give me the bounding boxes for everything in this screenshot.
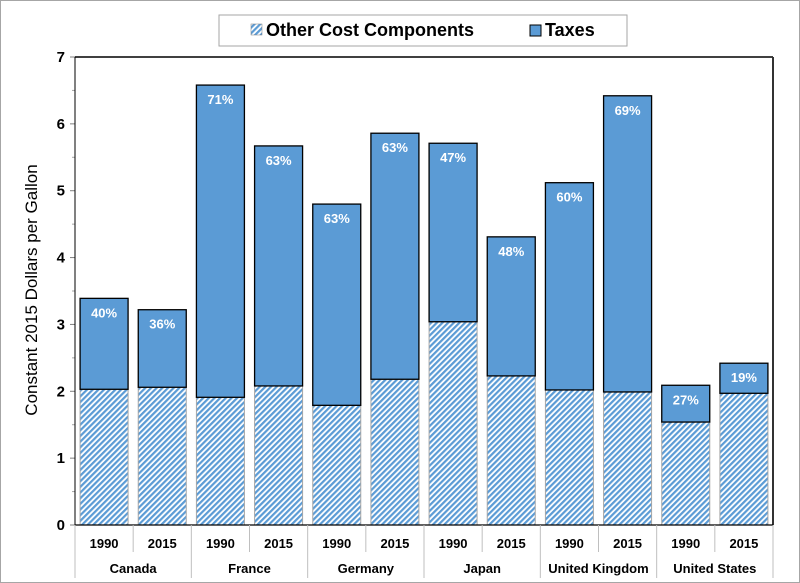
y-tick-label: 5 xyxy=(57,183,65,200)
bar-taxes xyxy=(661,384,711,423)
bar-other-cost xyxy=(661,421,711,526)
data-label: 19% xyxy=(731,370,757,385)
legend-label-other-cost: Other Cost Components xyxy=(266,20,474,40)
bar-other-cost xyxy=(370,378,420,526)
bar-taxes xyxy=(253,145,304,387)
y-tick-label: 3 xyxy=(57,316,65,333)
x-group-label: Japan xyxy=(463,561,501,576)
bar-other-cost xyxy=(312,404,362,526)
bar-other-cost xyxy=(254,385,304,526)
bar-other-cost xyxy=(603,391,653,526)
bar-other-cost xyxy=(486,375,536,526)
y-tick-label: 0 xyxy=(57,517,65,534)
x-year-label: 1990 xyxy=(90,536,119,551)
data-label: 48% xyxy=(498,244,524,259)
bar-taxes xyxy=(486,236,536,377)
x-year-label: 1990 xyxy=(671,536,700,551)
y-tick-label: 2 xyxy=(57,383,65,400)
y-tick-label: 7 xyxy=(57,49,65,66)
y-tick-label: 4 xyxy=(57,250,66,267)
plot-border xyxy=(74,56,774,525)
x-year-label: 1990 xyxy=(439,536,468,551)
bar-taxes xyxy=(428,142,478,323)
data-label: 63% xyxy=(382,140,408,155)
y-tick-label: 1 xyxy=(57,450,65,467)
bar-other-cost xyxy=(195,396,245,526)
bars: 40% 36% 71% 63% 63% 63% 47% 48% 60% 69% 27% 19% xyxy=(79,84,769,526)
data-label: 71% xyxy=(207,92,233,107)
x-year-label: 2015 xyxy=(613,536,642,551)
legend-box xyxy=(218,14,628,47)
bar-taxes xyxy=(137,309,187,388)
x-year-label: 1990 xyxy=(555,536,584,551)
y-axis: 0 1 2 3 4 5 6 7 xyxy=(57,49,75,534)
bar-taxes xyxy=(195,84,246,398)
bar-taxes xyxy=(602,95,653,393)
x-year-label: 2015 xyxy=(497,536,526,551)
x-year-label: 2015 xyxy=(264,536,293,551)
x-year-label: 2015 xyxy=(380,536,409,551)
x-group-label: Canada xyxy=(110,561,158,576)
x-group-label: France xyxy=(228,561,271,576)
x-year-label: 2015 xyxy=(148,536,177,551)
legend-swatch-taxes xyxy=(529,24,542,37)
bar-other-cost xyxy=(544,389,594,526)
data-label: 36% xyxy=(149,317,175,332)
bar-other-cost xyxy=(79,388,129,526)
data-label: 47% xyxy=(440,150,466,165)
y-axis-label: Constant 2015 Dollars per Gallon xyxy=(22,164,41,415)
x-year-label: 1990 xyxy=(206,536,235,551)
data-label: 63% xyxy=(324,211,350,226)
data-label: 69% xyxy=(615,103,641,118)
y-tick-label: 6 xyxy=(57,116,65,133)
bar-other-cost xyxy=(428,321,478,526)
bar-taxes xyxy=(312,203,362,406)
bar-taxes xyxy=(370,132,420,380)
data-label: 63% xyxy=(266,153,292,168)
x-axis: 1990 2015 1990 2015 1990 2015 1990 2015 1990 2015… xyxy=(74,524,774,578)
x-group-label: United States xyxy=(673,561,756,576)
x-group-label: Germany xyxy=(338,561,395,576)
data-label: 27% xyxy=(673,392,699,407)
data-label: 40% xyxy=(91,305,117,320)
bar-other-cost xyxy=(719,392,769,526)
legend-label-taxes: Taxes xyxy=(545,20,595,40)
bar-taxes xyxy=(544,182,595,391)
x-group-label: United Kingdom xyxy=(548,561,648,576)
bar-taxes xyxy=(719,362,769,394)
x-year-label: 1990 xyxy=(322,536,351,551)
data-label: 60% xyxy=(556,190,582,205)
bar-other-cost xyxy=(137,386,187,526)
legend: Other Cost Components Taxes xyxy=(218,14,628,47)
bar-taxes xyxy=(79,297,129,390)
legend-swatch-other-cost xyxy=(250,23,263,36)
x-year-label: 2015 xyxy=(729,536,758,551)
